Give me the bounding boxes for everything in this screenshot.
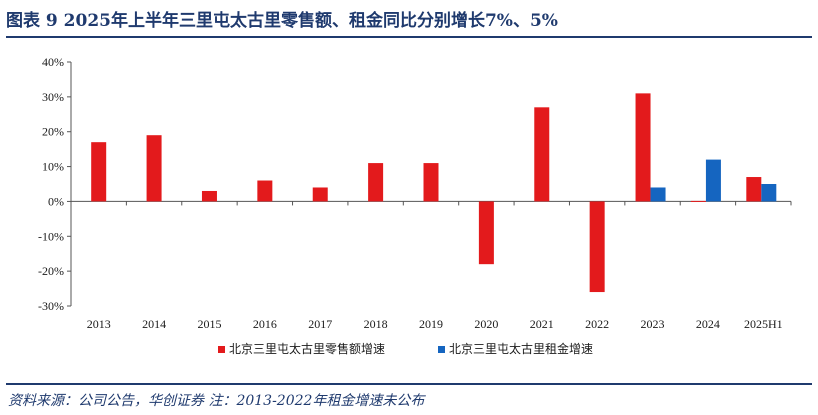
y-tick-label: -30% (38, 299, 64, 313)
bar-retail-growth (91, 142, 107, 202)
bar-rent-growth (761, 184, 777, 202)
x-tick-label: 2018 (364, 317, 388, 331)
y-tick-label: 20% (42, 125, 64, 139)
x-tick-label: 2019 (419, 317, 443, 331)
legend-swatch-rent (438, 346, 445, 353)
y-tick-label: 10% (42, 160, 64, 174)
title-rule (6, 36, 812, 38)
x-tick-label: 2016 (253, 317, 277, 331)
footer-rule (6, 383, 812, 385)
bar-retail-growth (478, 201, 494, 265)
legend-label-retail: 北京三里屯太古里零售额增速 (229, 341, 385, 356)
x-tick-label: 2017 (308, 317, 332, 331)
x-tick-label: 2020 (474, 317, 498, 331)
x-tick-label: 2025H1 (744, 317, 783, 331)
x-tick-label: 2013 (87, 317, 111, 331)
bar-retail-growth (589, 201, 605, 293)
x-tick-label: 2023 (641, 317, 665, 331)
source-note: 资料来源：公司公告，华创证券 注：2013-2022年租金增速未公布 (8, 393, 425, 409)
bar-retail-growth (257, 180, 273, 202)
bar-retail-growth (368, 163, 384, 202)
y-tick-label: 40% (42, 55, 64, 69)
x-tick-label: 2015 (197, 317, 221, 331)
y-tick-label: 0% (48, 194, 64, 208)
chart-title: 图表 9 2025年上半年三里屯太古里零售额、租金同比分别增长7%、5% (6, 11, 558, 31)
bar-retail-growth (635, 93, 651, 202)
x-tick-label: 2024 (696, 317, 720, 331)
bar-retail-growth (746, 177, 762, 202)
legend-label-rent: 北京三里屯太古里租金增速 (449, 341, 593, 356)
bar-rent-growth (650, 187, 666, 202)
bar-retail-growth (534, 107, 550, 202)
y-tick-label: -10% (38, 229, 64, 243)
bar-retail-growth (423, 163, 439, 202)
bar-retail-growth (690, 200, 706, 202)
x-tick-label: 2022 (585, 317, 609, 331)
bar-retail-growth (312, 187, 328, 202)
y-tick-label: 30% (42, 90, 64, 104)
legend-swatch-retail (218, 346, 225, 353)
bar-retail-growth (146, 135, 162, 202)
x-tick-label: 2014 (142, 317, 166, 331)
bar-retail-growth (201, 190, 217, 202)
x-tick-label: 2021 (530, 317, 554, 331)
bar-rent-growth (705, 159, 721, 202)
y-tick-label: -20% (38, 264, 64, 278)
